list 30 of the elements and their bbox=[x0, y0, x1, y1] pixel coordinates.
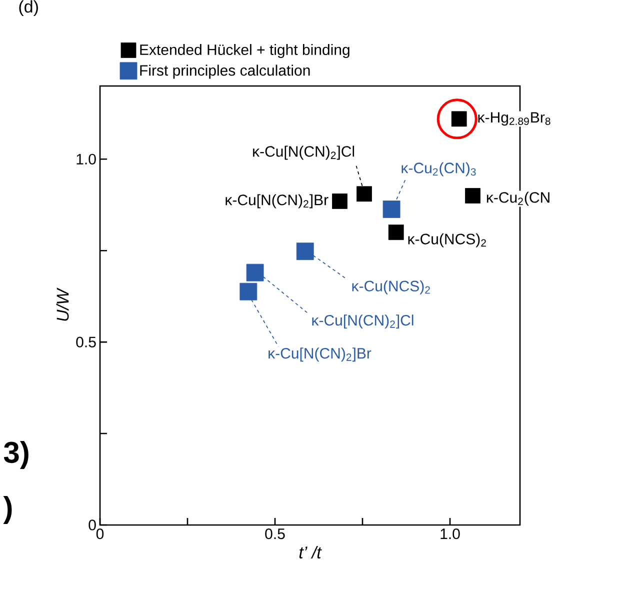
text: ) bbox=[3, 496, 12, 524]
legend-label: Extended Hückel + tight binding bbox=[140, 44, 350, 58]
text: (d) bbox=[19, 0, 38, 16]
legend-label: First principles calculation bbox=[140, 64, 310, 79]
y-tick-label: 1.0 bbox=[76, 154, 96, 164]
y-axis-title: U/W bbox=[56, 288, 69, 321]
annotation: κ-Cu[N(CN)$_{2}$]Cl bbox=[253, 146, 354, 160]
annotation: κ-Cu$_{2}$(CN bbox=[486, 192, 550, 206]
point bbox=[382, 200, 400, 218]
point bbox=[356, 186, 372, 202]
annotation: κ-Cu[N(CN)$_{2}$]Br bbox=[226, 194, 328, 208]
annotation: κ-Hg$_{2.89}$Br$_{8}$ bbox=[478, 112, 550, 126]
annotation: κ-Cu$_{2}$(CN)$_{3}$ bbox=[402, 162, 476, 176]
annotation: κ-Cu[N(CN)$_{2}$]Br bbox=[268, 348, 372, 362]
point bbox=[240, 282, 258, 300]
point bbox=[246, 264, 264, 282]
x-tick-label: 0 bbox=[96, 528, 104, 540]
annotation: κ-Cu(NCS)$_{2}$ bbox=[352, 280, 430, 294]
annotation: κ-Cu[N(CN)$_{2}$]Cl bbox=[312, 314, 414, 329]
point bbox=[332, 194, 348, 209]
point bbox=[388, 224, 404, 240]
x-tick-label: 0.5 bbox=[265, 528, 285, 540]
annotation: κ-Cu(NCS)$_{2}$ bbox=[408, 233, 486, 248]
x-tick-label: 1.0 bbox=[440, 528, 460, 540]
point bbox=[465, 188, 480, 204]
y-tick-label: 0.5 bbox=[76, 336, 96, 348]
point bbox=[296, 242, 314, 260]
text: 3) bbox=[4, 441, 28, 469]
x-axis-title: t’ /t bbox=[299, 546, 322, 558]
y-tick-label: 0 bbox=[88, 520, 96, 530]
